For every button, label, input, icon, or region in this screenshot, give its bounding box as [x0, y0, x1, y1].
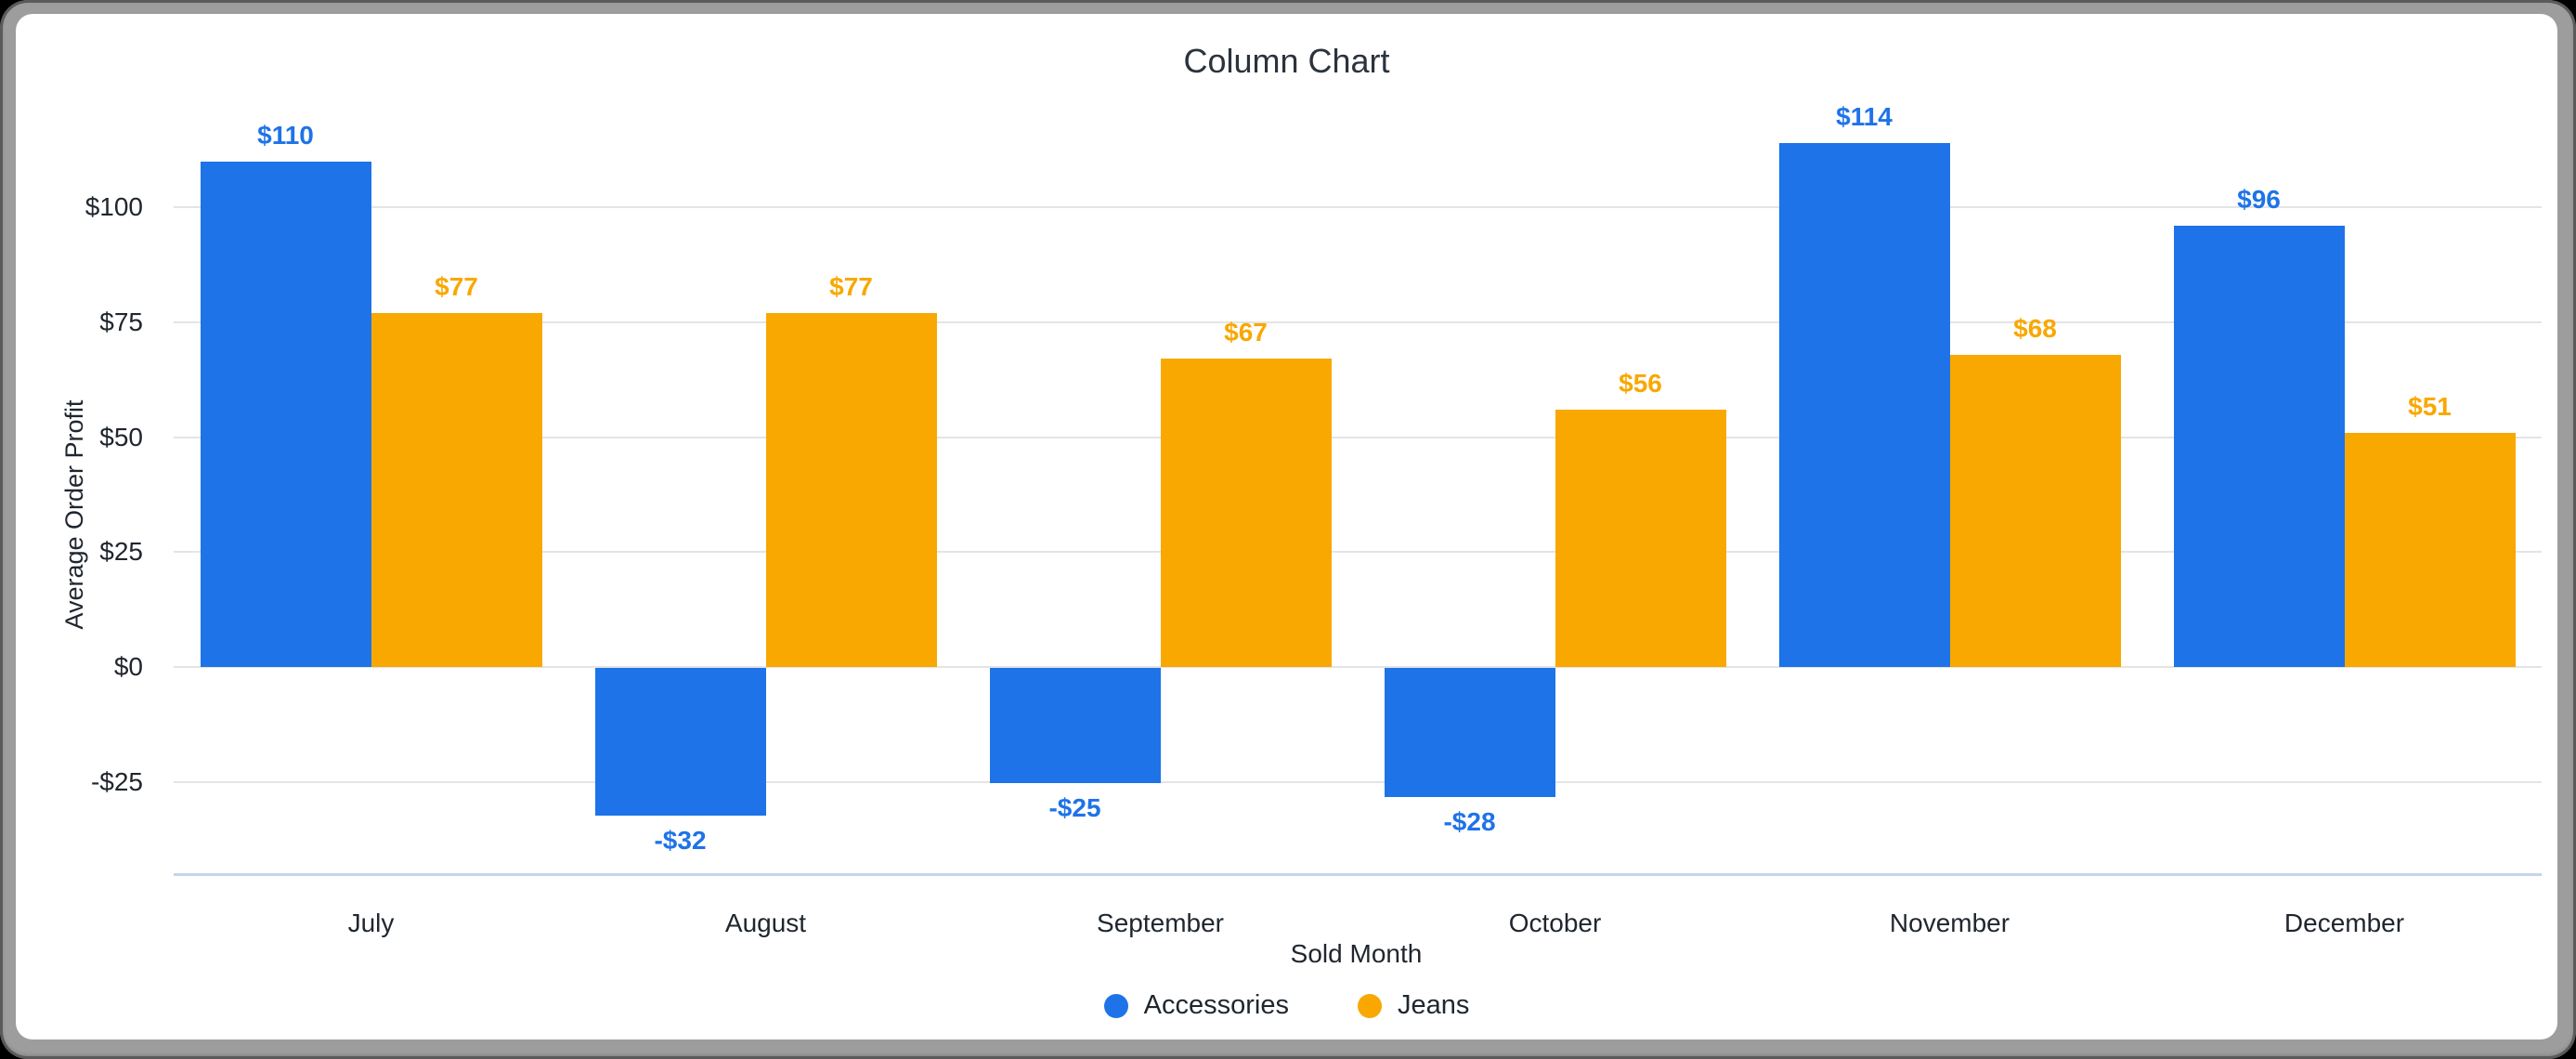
bar-accessories-august[interactable]	[594, 668, 766, 816]
chart-canvas: Column Chart Average Order Profit $100 $7…	[16, 14, 2557, 1039]
bar-value-label: $51	[2408, 391, 2452, 421]
bar-value-label: $67	[1224, 318, 1268, 347]
bar-jeans-november[interactable]	[1949, 354, 2121, 668]
x-tick-label-october: October	[1508, 909, 1602, 937]
bar-value-label: $110	[257, 120, 314, 150]
accessories-legend-dot-icon	[1103, 993, 1128, 1018]
bar-accessories-october[interactable]	[1384, 668, 1555, 797]
bar-jeans-july[interactable]	[371, 312, 542, 668]
y-tick-label: $0	[113, 652, 143, 682]
y-tick-label: $25	[99, 537, 143, 567]
bar-value-label: -$28	[1443, 806, 1496, 836]
y-tick-label: $50	[99, 422, 143, 451]
jeans-legend-dot-icon	[1357, 993, 1382, 1018]
bar-jeans-august[interactable]	[765, 312, 937, 668]
gridline	[174, 551, 2542, 554]
x-axis-line	[174, 873, 2542, 876]
bar-value-label: $68	[2013, 313, 2057, 343]
gridline	[174, 320, 2542, 323]
bar-accessories-november[interactable]	[1778, 142, 1950, 668]
bar-accessories-december[interactable]	[2173, 225, 2345, 668]
bar-value-label: -$25	[1048, 792, 1101, 822]
bar-value-label: -$32	[654, 825, 707, 855]
x-tick-label-july: July	[347, 909, 395, 937]
chart-title: Column Chart	[1183, 42, 1390, 80]
legend-label: Accessories	[1143, 990, 1289, 1020]
legend-label: Jeans	[1397, 990, 1470, 1020]
bar-jeans-september[interactable]	[1160, 359, 1332, 668]
y-tick-label: $100	[85, 192, 143, 222]
bar-value-label: $56	[1619, 368, 1662, 398]
bar-value-label: $114	[1836, 101, 1893, 131]
gridline	[174, 780, 2542, 783]
gridline	[174, 436, 2542, 438]
gridline	[174, 206, 2542, 209]
y-tick-label: $75	[99, 307, 143, 336]
bar-jeans-october[interactable]	[1555, 409, 1726, 668]
bar-jeans-december[interactable]	[2344, 432, 2516, 668]
bar-value-label: $77	[435, 271, 478, 301]
x-tick-label-august: August	[724, 909, 807, 937]
legend-item-jeans[interactable]: Jeans	[1357, 990, 1470, 1021]
gridline	[174, 666, 2542, 669]
y-tick-label: -$25	[90, 766, 143, 796]
bar-accessories-july[interactable]	[200, 161, 371, 668]
legend-item-accessories[interactable]: Accessories	[1103, 990, 1289, 1021]
x-tick-label-december: December	[2283, 909, 2405, 937]
x-tick-label-november: November	[1889, 909, 2010, 937]
bar-accessories-september[interactable]	[989, 668, 1161, 783]
legend: Accessories Jeans	[16, 990, 2557, 1021]
x-tick-label-september: September	[1097, 909, 1224, 937]
x-axis-title: Sold Month	[16, 939, 2557, 969]
x-axis-title-text: Sold Month	[1290, 939, 1423, 968]
bar-value-label: $96	[2237, 184, 2281, 214]
bar-value-label: $77	[829, 271, 873, 301]
